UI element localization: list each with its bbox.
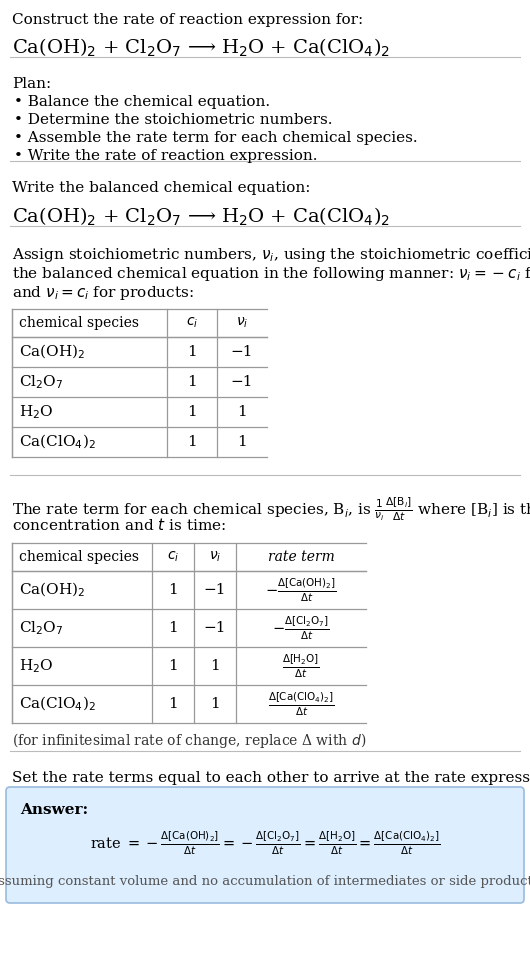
Text: Construct the rate of reaction expression for:: Construct the rate of reaction expressio… <box>12 13 363 27</box>
Text: Ca(ClO$_4$)$_2$: Ca(ClO$_4$)$_2$ <box>19 433 96 451</box>
Text: $\nu_i$: $\nu_i$ <box>209 550 221 564</box>
Text: $-\frac{\Delta[\mathrm{Cl_2O_7}]}{\Delta t}$: $-\frac{\Delta[\mathrm{Cl_2O_7}]}{\Delta… <box>272 614 330 642</box>
Text: (assuming constant volume and no accumulation of intermediates or side products): (assuming constant volume and no accumul… <box>0 874 530 888</box>
Text: 1: 1 <box>237 405 247 419</box>
Text: concentration and $t$ is time:: concentration and $t$ is time: <box>12 517 226 533</box>
Text: 1: 1 <box>168 621 178 635</box>
Text: 1: 1 <box>237 435 247 449</box>
Text: Answer:: Answer: <box>20 803 88 817</box>
Text: 1: 1 <box>168 583 178 597</box>
Text: $\nu_i$: $\nu_i$ <box>236 316 248 330</box>
Text: rate $= -\frac{\Delta[\mathrm{Ca(OH)_2}]}{\Delta t} = -\frac{\Delta[\mathrm{Cl_2: rate $= -\frac{\Delta[\mathrm{Ca(OH)_2}]… <box>90 829 440 857</box>
Text: Cl$_2$O$_7$: Cl$_2$O$_7$ <box>19 373 64 391</box>
Text: −1: −1 <box>204 583 226 597</box>
Text: Ca(OH)$_2$: Ca(OH)$_2$ <box>19 343 85 362</box>
Text: −1: −1 <box>231 345 253 359</box>
Text: (for infinitesimal rate of change, replace Δ with $d$): (for infinitesimal rate of change, repla… <box>12 731 366 750</box>
Text: 1: 1 <box>210 697 220 711</box>
Text: 1: 1 <box>187 375 197 389</box>
Text: 1: 1 <box>210 659 220 673</box>
Text: −1: −1 <box>204 621 226 635</box>
Text: 1: 1 <box>187 405 197 419</box>
Text: • Determine the stoichiometric numbers.: • Determine the stoichiometric numbers. <box>14 113 332 127</box>
Text: • Balance the chemical equation.: • Balance the chemical equation. <box>14 95 270 109</box>
Text: −1: −1 <box>231 375 253 389</box>
Text: Cl$_2$O$_7$: Cl$_2$O$_7$ <box>19 619 64 637</box>
Text: • Assemble the rate term for each chemical species.: • Assemble the rate term for each chemic… <box>14 131 418 145</box>
Text: $c_i$: $c_i$ <box>186 316 198 330</box>
Text: The rate term for each chemical species, B$_i$, is $\frac{1}{\nu_i}\frac{\Delta[: The rate term for each chemical species,… <box>12 495 530 522</box>
Text: • Write the rate of reaction expression.: • Write the rate of reaction expression. <box>14 149 317 163</box>
Text: 1: 1 <box>168 659 178 673</box>
Text: H$_2$O: H$_2$O <box>19 658 54 675</box>
Text: Ca(OH)$_2$ + Cl$_2$O$_7$ ⟶ H$_2$O + Ca(ClO$_4$)$_2$: Ca(OH)$_2$ + Cl$_2$O$_7$ ⟶ H$_2$O + Ca(C… <box>12 37 390 60</box>
Text: Write the balanced chemical equation:: Write the balanced chemical equation: <box>12 181 311 195</box>
Text: H$_2$O: H$_2$O <box>19 403 54 420</box>
FancyBboxPatch shape <box>6 787 524 903</box>
Text: Ca(OH)$_2$ + Cl$_2$O$_7$ ⟶ H$_2$O + Ca(ClO$_4$)$_2$: Ca(OH)$_2$ + Cl$_2$O$_7$ ⟶ H$_2$O + Ca(C… <box>12 206 390 228</box>
Text: rate term: rate term <box>268 550 334 564</box>
Text: 1: 1 <box>168 697 178 711</box>
Text: Ca(ClO$_4$)$_2$: Ca(ClO$_4$)$_2$ <box>19 695 96 713</box>
Text: $c_i$: $c_i$ <box>167 550 179 564</box>
Text: $\frac{\Delta[\mathrm{Ca(ClO_4)_2}]}{\Delta t}$: $\frac{\Delta[\mathrm{Ca(ClO_4)_2}]}{\De… <box>268 690 334 717</box>
Text: chemical species: chemical species <box>19 316 139 330</box>
Text: chemical species: chemical species <box>19 550 139 564</box>
Text: $\frac{\Delta[\mathrm{H_2O}]}{\Delta t}$: $\frac{\Delta[\mathrm{H_2O}]}{\Delta t}$ <box>282 653 320 680</box>
Text: the balanced chemical equation in the following manner: $\nu_i = -c_i$ for react: the balanced chemical equation in the fo… <box>12 265 530 283</box>
Text: Assign stoichiometric numbers, $\nu_i$, using the stoichiometric coefficients, $: Assign stoichiometric numbers, $\nu_i$, … <box>12 246 530 264</box>
Text: 1: 1 <box>187 435 197 449</box>
Text: $-\frac{\Delta[\mathrm{Ca(OH)_2}]}{\Delta t}$: $-\frac{\Delta[\mathrm{Ca(OH)_2}]}{\Delt… <box>266 576 337 604</box>
Text: and $\nu_i = c_i$ for products:: and $\nu_i = c_i$ for products: <box>12 284 194 302</box>
Text: Set the rate terms equal to each other to arrive at the rate expression:: Set the rate terms equal to each other t… <box>12 771 530 785</box>
Text: Ca(OH)$_2$: Ca(OH)$_2$ <box>19 581 85 599</box>
Text: 1: 1 <box>187 345 197 359</box>
Text: Plan:: Plan: <box>12 77 51 91</box>
